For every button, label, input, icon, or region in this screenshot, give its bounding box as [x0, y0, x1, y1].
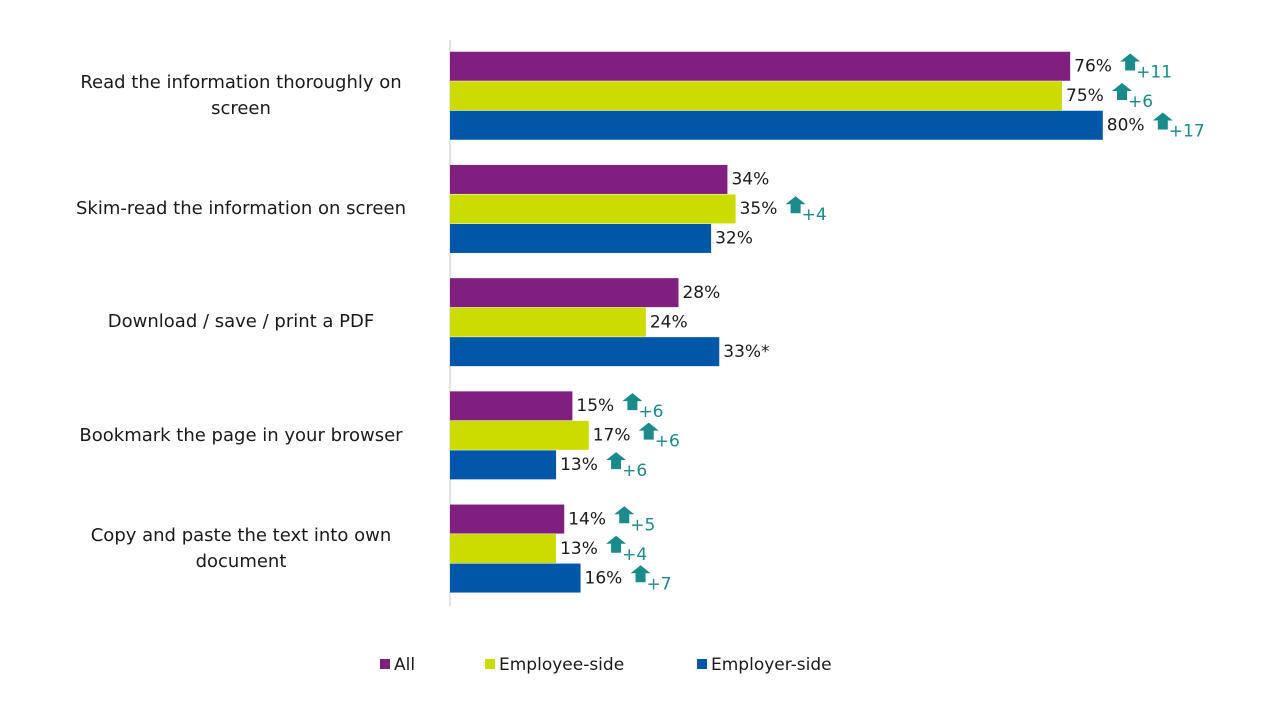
change-label: +4 — [622, 545, 647, 565]
change-label: +6 — [638, 402, 663, 422]
bar — [450, 420, 589, 450]
legend-label: All — [394, 655, 415, 675]
change-arrow — [1112, 83, 1132, 100]
change-arrow — [1120, 53, 1141, 71]
value-label: 80% — [1107, 116, 1145, 136]
category-label: Bookmark the page in your browser — [79, 424, 403, 446]
bar — [450, 391, 573, 421]
legend-swatch — [485, 659, 495, 669]
change-label: +7 — [647, 574, 672, 594]
bar — [450, 223, 712, 253]
bar — [450, 337, 720, 367]
value-label: 75% — [1066, 86, 1104, 106]
value-label: 24% — [650, 312, 688, 332]
change-label: +5 — [630, 515, 655, 535]
change-arrow — [785, 196, 806, 214]
value-label: 17% — [593, 426, 631, 446]
value-label: 32% — [715, 229, 753, 249]
bar — [450, 307, 646, 337]
category-label: Read the information thoroughly on scree… — [80, 72, 402, 119]
bar — [450, 450, 557, 480]
bar — [450, 164, 728, 194]
bar — [450, 278, 679, 308]
change-label: +11 — [1136, 63, 1172, 83]
value-label: 76% — [1074, 57, 1112, 77]
bar — [450, 563, 581, 593]
change-arrow — [606, 452, 627, 470]
value-label: 16% — [585, 568, 623, 588]
value-label: 13% — [560, 539, 598, 559]
legend-swatch — [697, 659, 707, 669]
value-label: 33%* — [723, 342, 769, 362]
legend-swatch — [380, 659, 390, 669]
change-label: +4 — [802, 205, 827, 225]
bar — [450, 534, 557, 564]
change-arrow — [614, 506, 635, 524]
change-label: +17 — [1169, 122, 1205, 142]
category-label: Skim-read the information on screen — [76, 198, 406, 220]
change-label: +6 — [655, 432, 680, 452]
bar — [450, 504, 565, 534]
value-label: 14% — [568, 509, 606, 529]
category-label: Download / save / print a PDF — [107, 311, 375, 333]
value-label: 34% — [731, 170, 769, 190]
legend-label: Employee-side — [499, 655, 624, 675]
change-label: +6 — [1128, 92, 1153, 112]
bar — [450, 81, 1062, 111]
bar — [450, 51, 1071, 81]
value-label: 13% — [560, 455, 598, 475]
value-label: 15% — [576, 396, 614, 416]
change-arrow — [622, 393, 643, 411]
change-arrow — [630, 565, 651, 583]
change-arrow — [1152, 112, 1173, 130]
change-arrow — [638, 422, 659, 440]
legend-label: Employer-side — [711, 655, 832, 675]
value-label: 28% — [682, 283, 720, 303]
change-arrow — [606, 535, 627, 553]
bar — [450, 110, 1103, 140]
category-label: Copy and paste the text into own documen… — [90, 524, 392, 572]
change-label: +6 — [622, 461, 647, 481]
value-label: 35% — [740, 199, 778, 219]
bar — [450, 194, 736, 224]
